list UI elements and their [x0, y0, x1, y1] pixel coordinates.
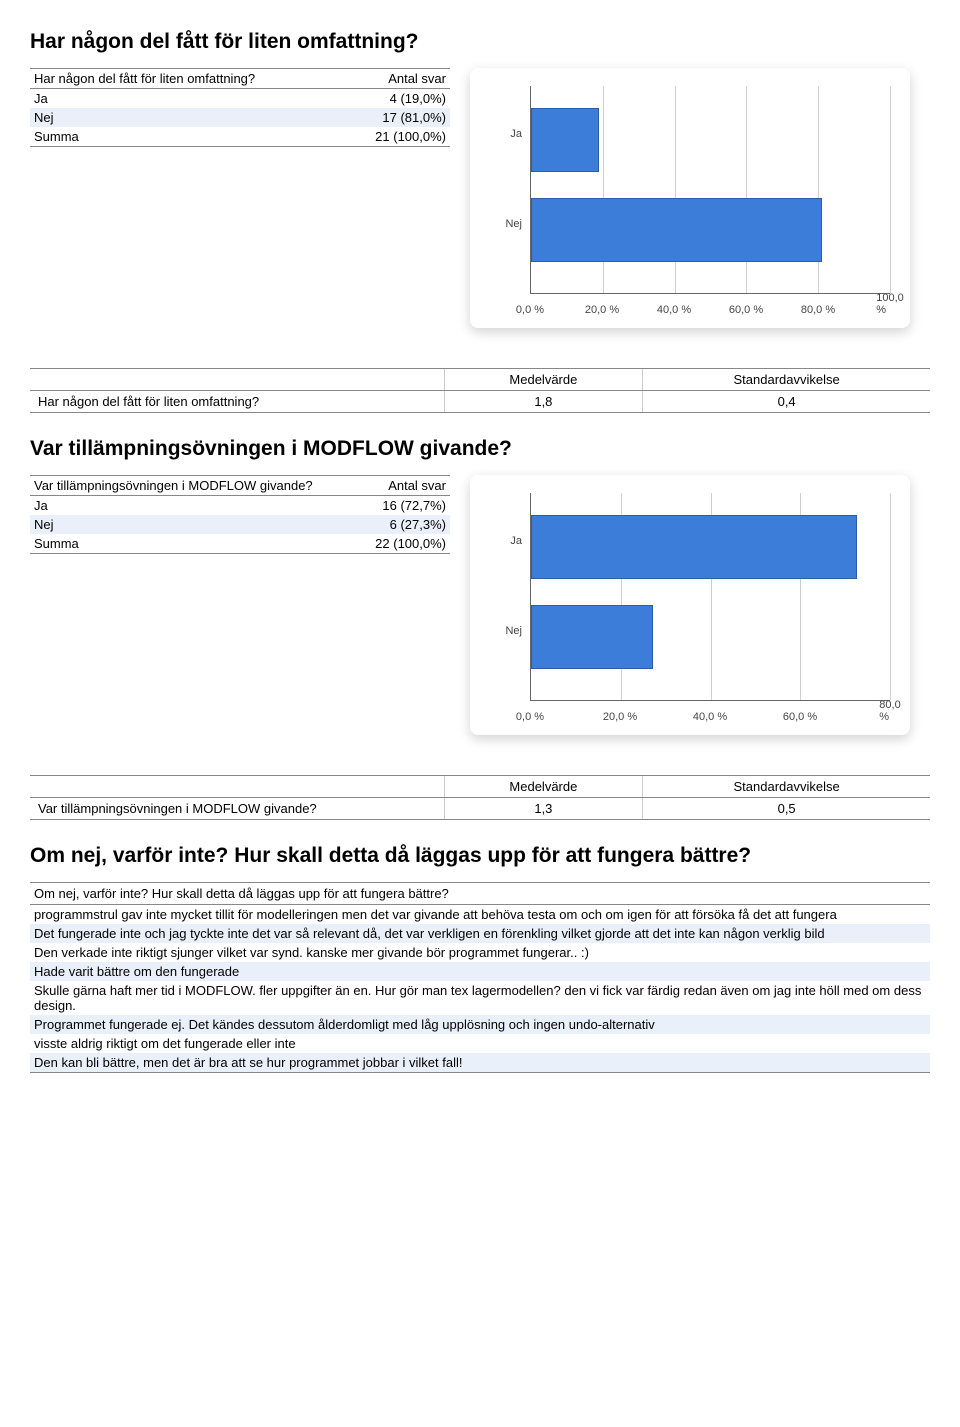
chart-ylabel: Ja — [482, 128, 522, 140]
response-cell: Programmet fungerade ej. Det kändes dess… — [30, 1015, 930, 1034]
chart-bar-nej — [531, 605, 653, 669]
chart-xlabel: 80,0 % — [879, 699, 900, 723]
stats-sd-h: Standardavvikelse — [643, 369, 930, 391]
section2-block: Var tillämpningsövningen i MODFLOW givan… — [30, 475, 930, 735]
table-row: Summa 22 (100,0%) — [30, 534, 450, 554]
cell: Nej — [30, 515, 359, 534]
cell: 4 (19,0%) — [342, 89, 450, 109]
stats-blank — [30, 776, 444, 798]
chart-area — [530, 86, 890, 294]
stats-sd: 0,4 — [643, 391, 930, 413]
response-cell: Den verkade inte riktigt sjunger vilket … — [30, 943, 930, 962]
chart-bar-ja — [531, 108, 599, 172]
table-row: Skulle gärna haft mer tid i MODFLOW. fle… — [30, 981, 930, 1015]
chart-xlabel: 0,0 % — [516, 304, 544, 316]
chart-xlabel: 40,0 % — [657, 304, 691, 316]
section1-block: Har någon del fått för liten omfattning?… — [30, 68, 930, 328]
chart-xlabel: 60,0 % — [729, 304, 763, 316]
chart-bar-nej — [531, 198, 822, 262]
table-row: Den verkade inte riktigt sjunger vilket … — [30, 943, 930, 962]
cell: Summa — [30, 534, 359, 554]
chart-area — [530, 493, 890, 701]
chart-xlabel: 40,0 % — [693, 711, 727, 723]
stats-mean: 1,3 — [444, 798, 643, 820]
chart-xlabel: 80,0 % — [801, 304, 835, 316]
section1-title: Har någon del fått för liten omfattning? — [30, 30, 930, 54]
stats-sd: 0,5 — [643, 798, 930, 820]
section3-title: Om nej, varför inte? Hur skall detta då … — [30, 844, 930, 868]
cell: 17 (81,0%) — [342, 108, 450, 127]
s1-col: Antal svar — [342, 69, 450, 89]
stats-mean: 1,8 — [444, 391, 643, 413]
section2-data-table: Var tillämpningsövningen i MODFLOW givan… — [30, 475, 450, 554]
table-row: Nej 17 (81,0%) — [30, 108, 450, 127]
s2-q: Var tillämpningsövningen i MODFLOW givan… — [30, 476, 359, 496]
chart-ylabel: Nej — [482, 218, 522, 230]
stats-label: Har någon del fått för liten omfattning? — [30, 391, 444, 413]
cell: 21 (100,0%) — [342, 127, 450, 147]
s2-col: Antal svar — [359, 476, 450, 496]
cell: Summa — [30, 127, 342, 147]
response-cell: Hade varit bättre om den fungerade — [30, 962, 930, 981]
table-row: Ja 16 (72,7%) — [30, 496, 450, 516]
stats-mean-h: Medelvärde — [444, 776, 643, 798]
cell: Ja — [30, 496, 359, 516]
section1-data-table: Har någon del fått för liten omfattning?… — [30, 68, 450, 147]
stats-sd-h: Standardavvikelse — [643, 776, 930, 798]
chart-xlabel: 20,0 % — [585, 304, 619, 316]
cell: 22 (100,0%) — [359, 534, 450, 554]
response-cell: Det fungerade inte och jag tyckte inte d… — [30, 924, 930, 943]
table-row: Den kan bli bättre, men det är bra att s… — [30, 1053, 930, 1073]
response-cell: visste aldrig riktigt om det fungerade e… — [30, 1034, 930, 1053]
section2-chart: Ja Nej 0,0 % 20,0 % 40,0 % 60,0 % 80,0 % — [470, 475, 910, 735]
chart-ylabel: Ja — [482, 535, 522, 547]
cell: 6 (27,3%) — [359, 515, 450, 534]
stats-blank — [30, 369, 444, 391]
chart-bar-ja — [531, 515, 857, 579]
table-row: visste aldrig riktigt om det fungerade e… — [30, 1034, 930, 1053]
s1-q: Har någon del fått för liten omfattning? — [30, 69, 342, 89]
section1-stats-table: Medelvärde Standardavvikelse Har någon d… — [30, 368, 930, 413]
table-row: Det fungerade inte och jag tyckte inte d… — [30, 924, 930, 943]
section3-responses-table: Om nej, varför inte? Hur skall detta då … — [30, 882, 930, 1073]
section1-chart: Ja Nej 0,0 % 20,0 % 40,0 % 60,0 % 80,0 %… — [470, 68, 910, 328]
cell: 16 (72,7%) — [359, 496, 450, 516]
s3-header: Om nej, varför inte? Hur skall detta då … — [30, 883, 930, 905]
table-row: Ja 4 (19,0%) — [30, 89, 450, 109]
section2-stats-table: Medelvärde Standardavvikelse Var tillämp… — [30, 775, 930, 820]
chart-xlabel: 60,0 % — [783, 711, 817, 723]
chart-xlabel: 100,0 % — [876, 292, 904, 316]
table-row: Hade varit bättre om den fungerade — [30, 962, 930, 981]
chart-xlabel: 0,0 % — [516, 711, 544, 723]
cell: Ja — [30, 89, 342, 109]
table-row: Nej 6 (27,3%) — [30, 515, 450, 534]
section2-title: Var tillämpningsövningen i MODFLOW givan… — [30, 437, 930, 461]
stats-mean-h: Medelvärde — [444, 369, 643, 391]
table-row: programmstrul gav inte mycket tillit för… — [30, 905, 930, 925]
cell: Nej — [30, 108, 342, 127]
response-cell: Den kan bli bättre, men det är bra att s… — [30, 1053, 930, 1073]
response-cell: programmstrul gav inte mycket tillit för… — [30, 905, 930, 925]
chart-xlabel: 20,0 % — [603, 711, 637, 723]
chart-ylabel: Nej — [482, 625, 522, 637]
response-cell: Skulle gärna haft mer tid i MODFLOW. fle… — [30, 981, 930, 1015]
table-row: Programmet fungerade ej. Det kändes dess… — [30, 1015, 930, 1034]
table-row: Summa 21 (100,0%) — [30, 127, 450, 147]
stats-label: Var tillämpningsövningen i MODFLOW givan… — [30, 798, 444, 820]
